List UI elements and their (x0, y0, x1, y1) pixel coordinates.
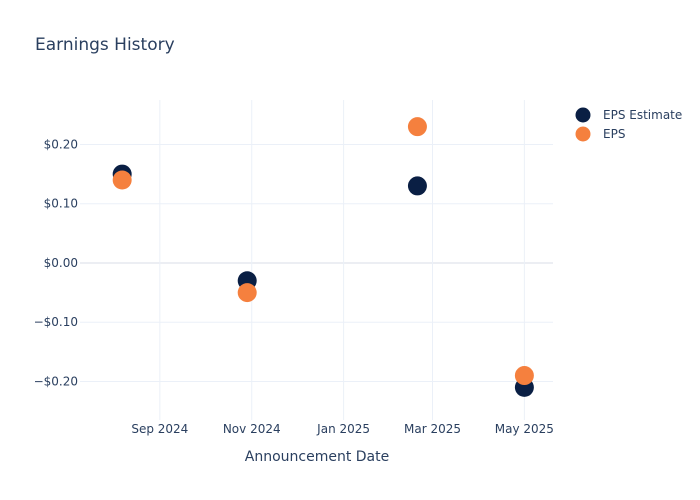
chart-title: Earnings History (35, 35, 175, 55)
legend-label: EPS Estimate (603, 108, 682, 122)
y-tick-label: $0.10 (44, 197, 78, 211)
data-point[interactable] (407, 117, 427, 137)
series-0 (112, 164, 534, 397)
series-1 (112, 117, 534, 386)
x-axis-ticks: Sep 2024 Nov 2024 Jan 2025 Mar 2025 May 2025 (131, 422, 554, 436)
legend-label: EPS (603, 127, 625, 141)
legend[interactable]: EPS Estimate EPS (575, 107, 683, 142)
y-tick-label: −$0.20 (34, 374, 78, 388)
x-tick-label: Sep 2024 (131, 422, 188, 436)
data-point[interactable] (237, 283, 257, 303)
x-tick-label: Jan 2025 (316, 422, 370, 436)
legend-item[interactable]: EPS Estimate (575, 107, 683, 123)
y-tick-label: −$0.10 (34, 315, 78, 329)
data-point[interactable] (407, 176, 427, 196)
data-point[interactable] (112, 170, 132, 190)
legend-marker (575, 126, 591, 142)
x-axis-title: Announcement Date (245, 449, 389, 465)
grid (80, 100, 553, 420)
y-tick-label: $0.00 (44, 256, 78, 270)
x-tick-label: May 2025 (495, 422, 554, 436)
x-tick-label: Nov 2024 (223, 422, 281, 436)
y-tick-label: $0.20 (44, 137, 78, 151)
y-axis-ticks: $0.20 $0.10 $0.00 −$0.10 −$0.20 (34, 137, 78, 388)
legend-item[interactable]: EPS (575, 126, 626, 142)
x-tick-label: Mar 2025 (404, 422, 461, 436)
data-points (112, 117, 534, 397)
data-point[interactable] (514, 366, 534, 386)
legend-marker (575, 107, 591, 123)
